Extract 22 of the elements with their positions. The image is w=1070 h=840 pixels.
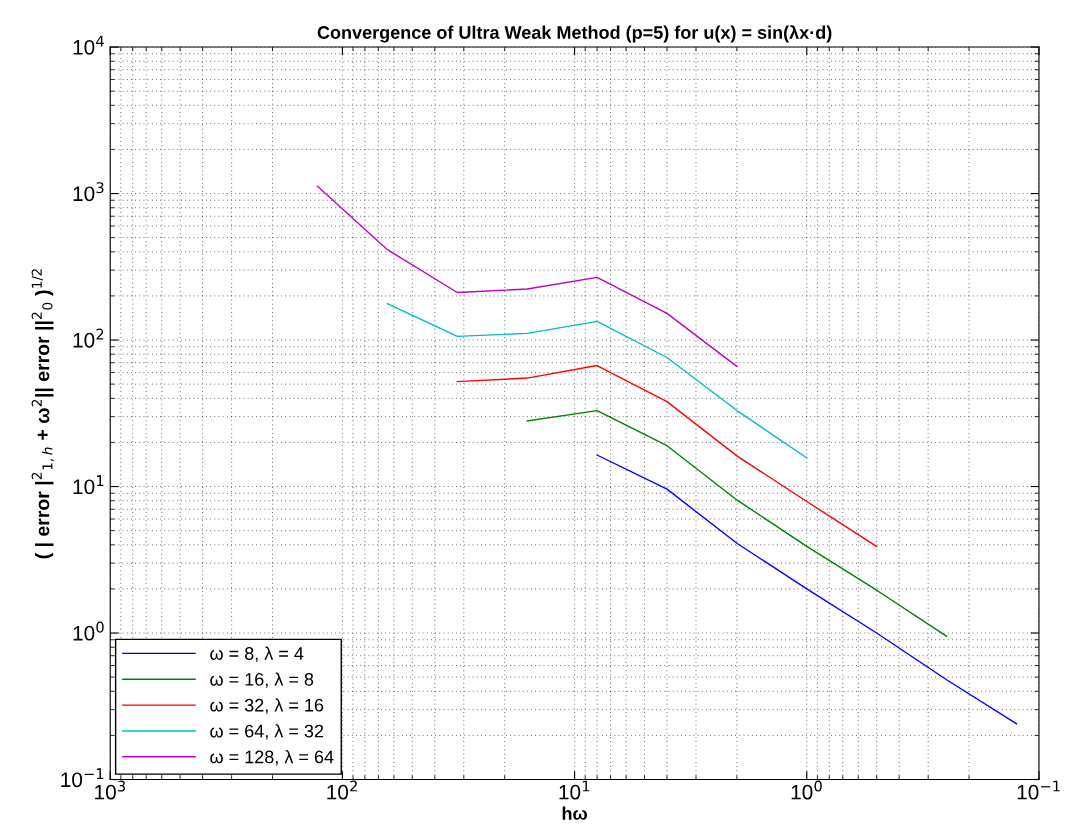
line-series (386, 303, 808, 459)
line-series (526, 409, 948, 637)
line-series (456, 364, 878, 548)
y-tick-label: 10$^{3}$ (73, 182, 104, 202)
y-tick-label: 10$^{4}$ (73, 35, 104, 55)
x-tick-label: 10$^{0}$ (791, 780, 822, 800)
x-tick-label: 10$^{1}$ (559, 780, 590, 800)
x-tick-label: 10$^{2}$ (327, 780, 357, 800)
text: ( | error |$^{2}$$_{1,h}$ + ω$^{2}$|| error ||$^{2}$$_{0}$ )$^{1/2}$ (31, 269, 54, 559)
legend-label: ω = 32, λ = 16 (210, 698, 324, 714)
line-series (596, 454, 1018, 725)
line-series (316, 185, 738, 368)
y-tick-label: 10$^{0}$ (73, 621, 104, 641)
legend-label: ω = 64, λ = 32 (210, 724, 324, 740)
x-tick-label: 10$^{−1}$ (1017, 780, 1060, 800)
legend-label: ω = 8, λ = 4 (210, 646, 304, 663)
y-tick-label: 10$^{2}$ (73, 328, 104, 348)
chart-title: Convergence of Ultra Weak Method (p=5) for u(x) = sin(λx·d) (317, 25, 832, 43)
x-axis-title: hω (562, 806, 588, 820)
legend-label: ω = 16, λ = 8 (210, 672, 314, 688)
y-tick-label: 10$^{1}$ (73, 475, 104, 495)
legend-label: ω = 128, λ = 64 (210, 750, 334, 766)
